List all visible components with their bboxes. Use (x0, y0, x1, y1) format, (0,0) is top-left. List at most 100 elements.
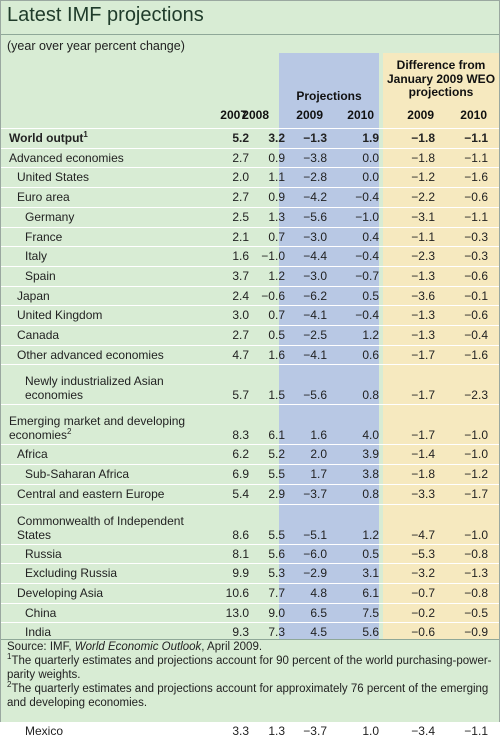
table-row: Advanced economies 2.7 0.9 −3.8 0.0 −1.8 −1.1 (1, 148, 499, 168)
proj-2009: −4.4 (303, 249, 327, 264)
proj-2010: 1.2 (362, 527, 379, 542)
row-label: Advanced economies (1, 148, 202, 168)
row-label-text: United States (17, 170, 90, 185)
diff-2009: −2.2 (411, 190, 435, 205)
proj-2009: −3.7 (303, 723, 327, 738)
proj-2009: −5.6 (303, 388, 327, 403)
row-label: Other advanced economies (1, 345, 202, 365)
value-2008: 5.6 (268, 546, 285, 561)
diff-2010: −0.6 (464, 268, 488, 283)
diff-2010: −1.6 (464, 347, 488, 362)
row-label: Commonwealth of Independent States (1, 504, 202, 544)
header-proj-2010: 2010 (347, 108, 374, 122)
proj-2009: 1.7 (310, 467, 327, 482)
row-label-text: Euro area (17, 190, 70, 205)
row-label: Excluding Russia (1, 564, 202, 584)
row-label-text: Japan (17, 288, 50, 303)
table-row: Commonwealth of Independent States 8.6 5.5… (1, 504, 499, 544)
value-2008: 3.2 (268, 131, 285, 145)
diff-2010: −2.3 (464, 388, 488, 403)
diff-2009: −1.1 (411, 229, 435, 244)
table-row: Japan 2.4 −0.6 −6.2 0.5 −3.6 −0.1 (1, 286, 499, 306)
row-label-text: Newly industrialized Asian economies (25, 374, 164, 403)
value-2008: 0.5 (268, 328, 285, 343)
row-spacer (488, 465, 499, 485)
row-spacer (488, 207, 499, 227)
header-diff-2009: 2009 (407, 108, 434, 122)
row-label-text: Mexico (25, 723, 64, 738)
value-2007: 2.0 (232, 170, 249, 185)
diff-2010: −0.3 (464, 229, 488, 244)
footnote-2-mark: 2 (7, 680, 12, 690)
value-2007: 10.6 (225, 585, 249, 600)
row-label: United Kingdom (1, 306, 202, 326)
value-2008: 5.3 (268, 566, 285, 581)
value-2007: 2.5 (232, 209, 249, 224)
row-label-text: Italy (25, 249, 48, 264)
row-label-text: Excluding Russia (25, 566, 118, 581)
diff-2009: −0.7 (411, 585, 435, 600)
value-2008: 5.2 (268, 447, 285, 462)
proj-2009: −3.8 (303, 150, 327, 165)
diff-2010: −0.6 (464, 190, 488, 205)
diff-2009: −1.2 (411, 170, 435, 185)
row-label-text: Russia (25, 546, 62, 561)
value-2007: 2.7 (232, 190, 249, 205)
value-2008: 7.3 (268, 625, 285, 640)
value-2007: 5.7 (232, 388, 249, 403)
page-subtitle: (year over year percent change) (7, 39, 185, 53)
diff-2009: −1.7 (411, 347, 435, 362)
page-title: Latest IMF projections (7, 4, 204, 26)
proj-2010: 0.0 (362, 170, 379, 185)
row-spacer (488, 306, 499, 326)
diff-2010: −0.3 (464, 249, 488, 264)
row-spacer (488, 365, 499, 405)
value-2007: 9.9 (232, 566, 249, 581)
proj-2009: −5.6 (303, 209, 327, 224)
row-label-text: Germany (25, 209, 75, 224)
row-spacer (488, 129, 499, 149)
value-2008: 1.3 (268, 723, 285, 738)
row-label-text: Advanced economies (9, 150, 124, 165)
row-label: Euro area (1, 188, 202, 208)
row-spacer (488, 168, 499, 188)
diff-2009: −1.8 (411, 131, 435, 145)
proj-2010: 0.4 (362, 229, 379, 244)
value-2007: 9.3 (232, 625, 249, 640)
proj-2010: 1.2 (362, 328, 379, 343)
row-spacer (488, 544, 499, 564)
diff-2009: −2.3 (411, 249, 435, 264)
row-label: Japan (1, 286, 202, 306)
projections-header: Projections (296, 89, 362, 103)
diff-2009: −3.1 (411, 209, 435, 224)
table-row: Developing Asia 10.6 7.7 4.8 6.1 −0.7 −0.8 (1, 583, 499, 603)
proj-2009: −4.2 (303, 190, 327, 205)
diff-2010: −1.0 (464, 527, 488, 542)
diff-2009: −4.7 (411, 527, 435, 542)
row-label-text: World output (9, 131, 84, 145)
row-spacer (488, 504, 499, 544)
row-spacer (488, 583, 499, 603)
diff-2009: −0.6 (411, 625, 435, 640)
row-label: Mexico (1, 721, 202, 740)
table-row: Other advanced economies 4.7 1.6 −4.1 0.6 −1.… (1, 345, 499, 365)
difference-header: Difference from January 2009 WEO project… (386, 58, 496, 99)
diff-2010: −1.1 (464, 131, 488, 145)
table-row: Spain 3.7 1.2 −3.0 −0.7 −1.3 −0.6 (1, 266, 499, 286)
row-label: Central and eastern Europe (1, 484, 202, 504)
footnote-1-text: The quarterly estimates and projections … (7, 655, 492, 681)
proj-2009: −3.0 (303, 268, 327, 283)
diff-2009: −3.6 (411, 288, 435, 303)
value-2008: 9.0 (268, 605, 285, 620)
value-2008: 6.1 (268, 428, 285, 443)
table-row: Central and eastern Europe 5.4 2.9 −3.7 0.8 −… (1, 484, 499, 504)
row-label-text: Africa (17, 447, 48, 462)
diff-2010: −0.8 (464, 546, 488, 561)
diff-2009: −5.3 (411, 546, 435, 561)
table-row: Germany 2.5 1.3 −5.6 −1.0 −3.1 −1.1 (1, 207, 499, 227)
proj-2009: −2.5 (303, 328, 327, 343)
footnote-2: 2The quarterly estimates and projections… (1, 680, 499, 710)
value-2008: 0.7 (268, 308, 285, 323)
proj-2009: −3.0 (303, 229, 327, 244)
